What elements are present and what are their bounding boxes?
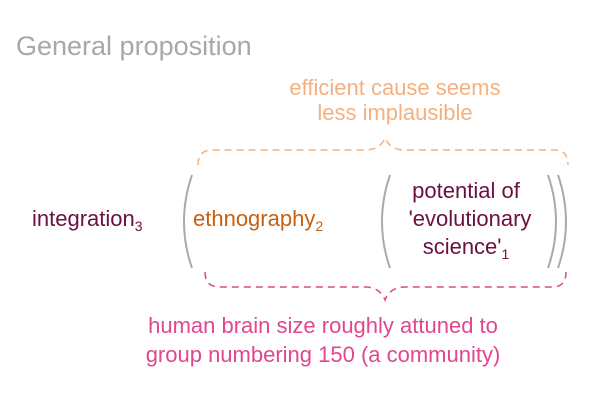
top-annotation-line: less implausible — [317, 100, 472, 125]
integration-term: integration3 — [32, 206, 143, 234]
title: General proposition — [16, 31, 252, 61]
bottom-annotation-line: human brain size roughly attuned to — [148, 313, 498, 338]
left-paren-outer — [183, 174, 193, 269]
potential-line: potential of — [412, 178, 521, 203]
right-paren-inner — [547, 174, 557, 269]
bottom-annotation-line: group numbering 150 (a community) — [146, 342, 501, 367]
potential-term: potential of 'evolutionary science'1 — [409, 178, 532, 262]
left-paren-inner — [381, 174, 391, 269]
top-annotation: efficient cause seems less implausible — [289, 75, 500, 125]
top-annotation-line: efficient cause seems — [289, 75, 500, 100]
right-paren-outer — [557, 174, 567, 269]
bottom-annotation: human brain size roughly attuned to grou… — [146, 313, 501, 367]
top-brace — [197, 136, 569, 166]
ethnography-term: ethnography2 — [193, 206, 323, 234]
bottom-brace — [204, 271, 567, 303]
potential-line: 'evolutionary — [409, 206, 532, 231]
potential-line: science'1 — [423, 234, 510, 262]
